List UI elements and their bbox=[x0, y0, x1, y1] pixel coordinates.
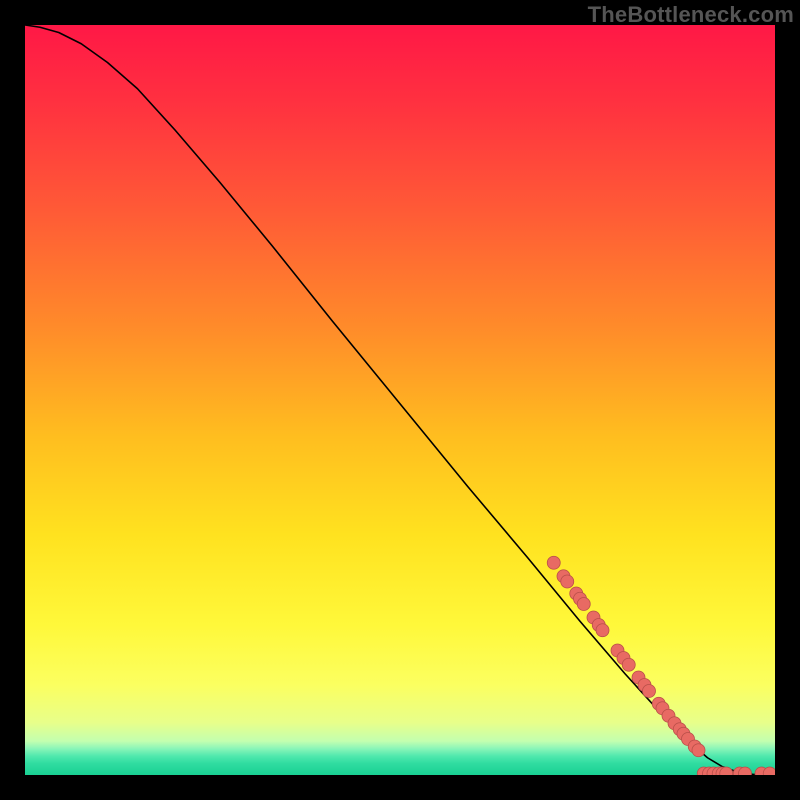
data-marker bbox=[561, 575, 574, 588]
plot-svg bbox=[25, 25, 775, 775]
data-marker bbox=[643, 685, 656, 698]
plot-area bbox=[25, 25, 775, 775]
data-marker bbox=[622, 658, 635, 671]
data-marker bbox=[596, 624, 609, 637]
data-marker bbox=[577, 598, 590, 611]
plot-background bbox=[25, 25, 775, 775]
data-marker bbox=[547, 556, 560, 569]
chart-frame: TheBottleneck.com bbox=[0, 0, 800, 800]
data-marker bbox=[692, 744, 705, 757]
